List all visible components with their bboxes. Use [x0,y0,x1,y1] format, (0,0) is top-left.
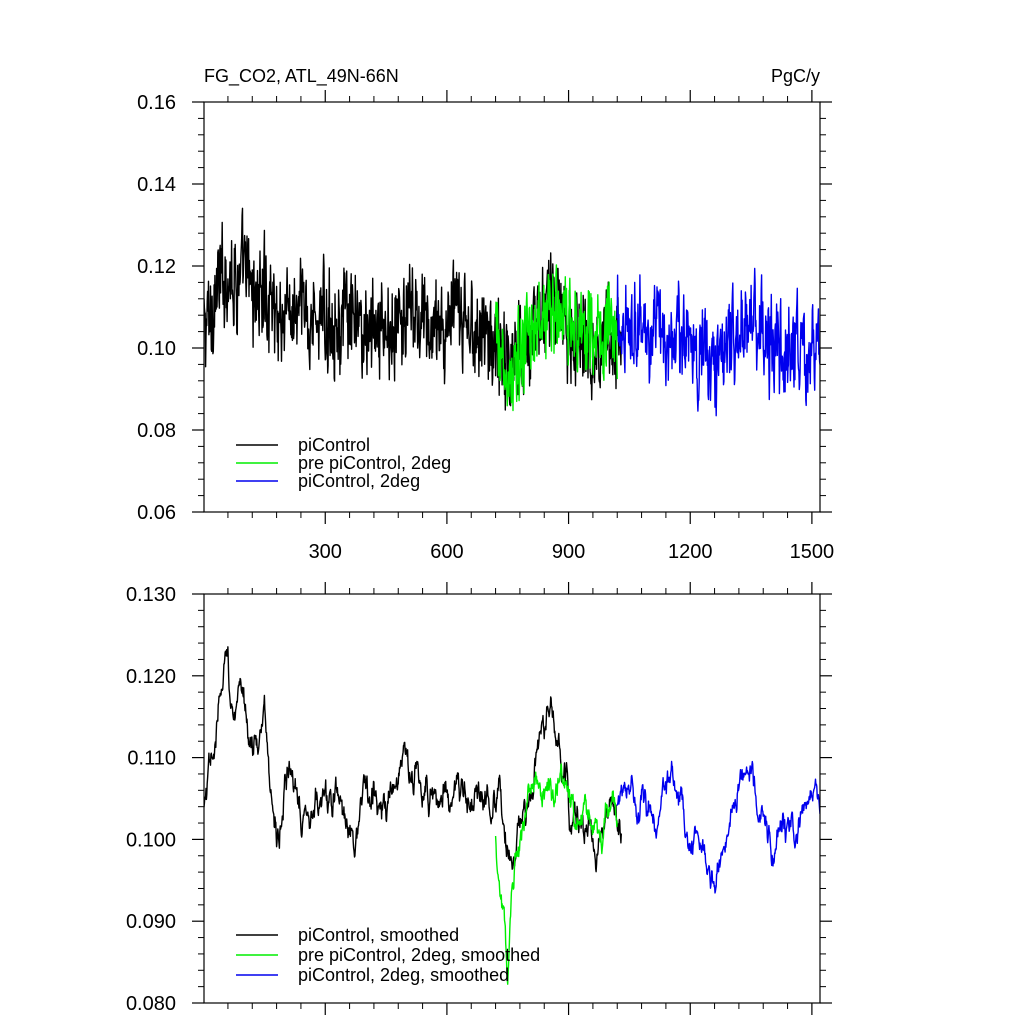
y-tick-label: 0.080 [126,993,176,1015]
chart-units: PgC/y [771,66,820,86]
legend-label: piControl, 2deg, smoothed [298,965,509,985]
top-panel: 0.06 0.08 0.10 0.12 0.14 0.16 300 600 900 1200 150… [137,90,834,563]
x-tick-label: 900 [552,541,585,563]
series-line-2 [616,760,820,894]
plot-frame [203,101,821,513]
x-tick-label: 1500 [790,541,835,563]
y-tick-label: 0.090 [126,911,176,933]
series-line-0 [204,207,622,411]
x-tick-label: 1200 [668,541,713,563]
y-tick-label: 0.120 [126,666,176,688]
series-line-1 [494,264,618,412]
series-line-0 [204,646,622,873]
x-tick-label: 300 [309,541,342,563]
y-tick-label: 0.100 [126,829,176,851]
y-tick-label: 0.110 [127,748,176,770]
legend-label: pre piControl, 2deg, smoothed [298,945,540,965]
y-tick-label: 0.06 [137,502,176,524]
y-tick-label: 0.14 [137,174,176,196]
series-line-2 [616,267,820,417]
y-tick-label: 0.130 [126,584,176,606]
legend-label: piControl [298,435,370,455]
chart-title: FG_CO2, ATL_49N-66N [204,66,399,87]
series-line-1 [494,763,618,985]
x-tick-label: 600 [430,541,463,563]
plot-frame [203,593,821,1004]
y-tick-label: 0.12 [137,256,176,278]
legend-label: pre piControl, 2deg [298,453,451,473]
legend-label: piControl, 2deg [298,471,420,491]
y-tick-label: 0.10 [137,338,176,360]
legend-label: piControl, smoothed [298,925,459,945]
bottom-panel: 0.080 0.090 0.100 0.110 0.120 0.130 piControl,… [126,582,832,1015]
y-tick-label: 0.08 [137,420,176,442]
y-tick-label: 0.16 [137,92,176,114]
